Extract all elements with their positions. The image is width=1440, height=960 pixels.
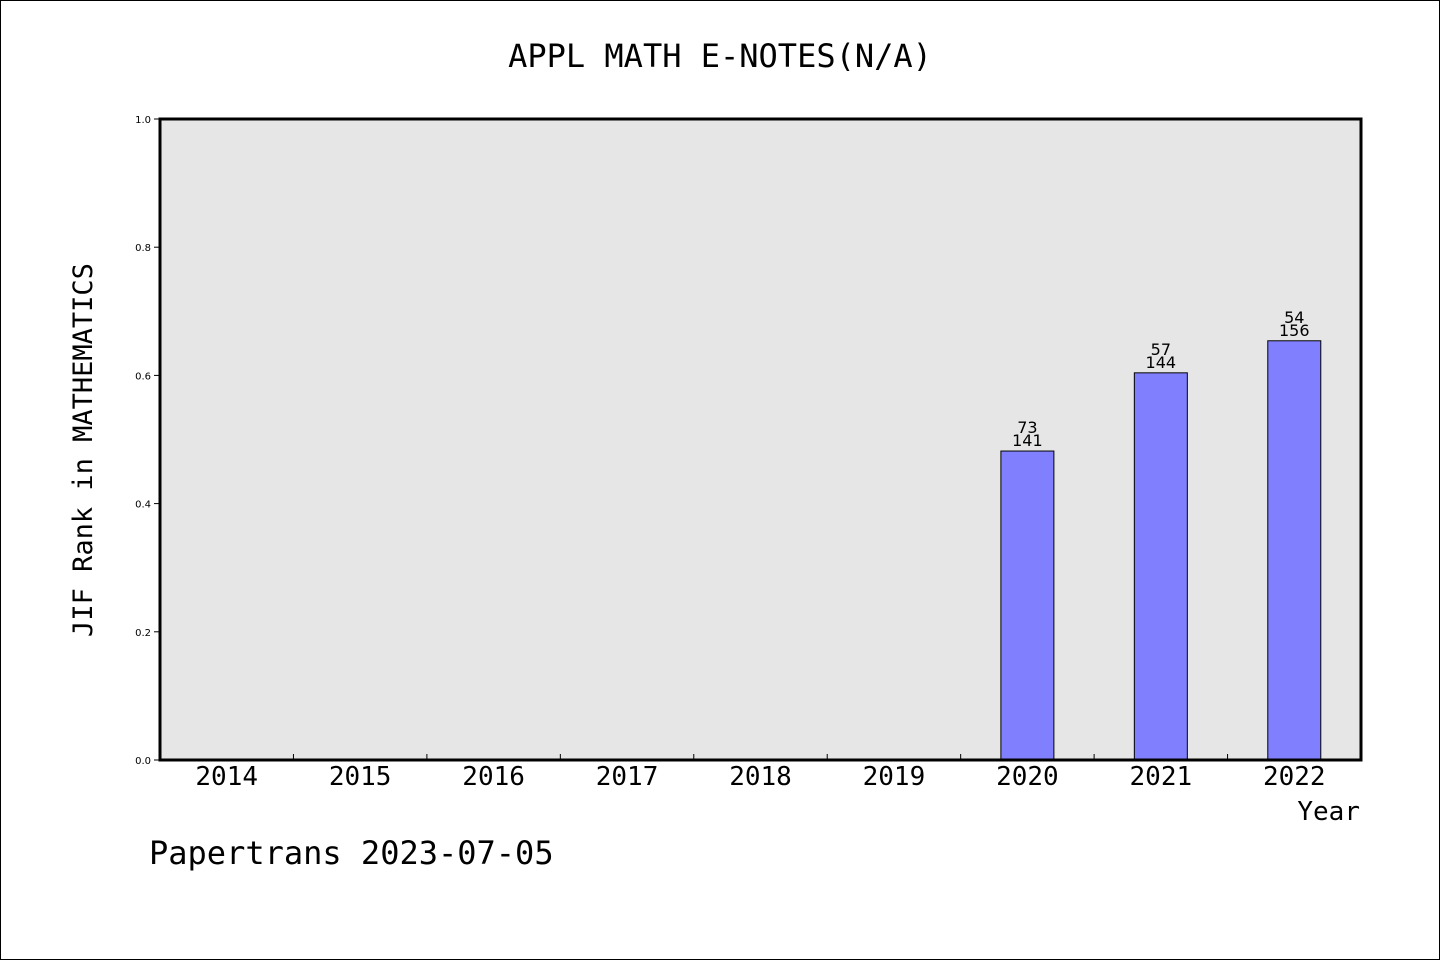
x-axis-label: Year [1297, 797, 1360, 827]
x-tick-label: 2022 [1263, 762, 1326, 792]
y-axis-label: JIF Rank in MATHEMATICS [68, 263, 99, 637]
bar-total-label: 141 [1012, 431, 1043, 450]
source-footer: Papertrans 2023-07-05 [149, 834, 554, 872]
x-tick-label: 2021 [1130, 762, 1193, 792]
bar-2020 [1000, 450, 1055, 761]
bars [1000, 340, 1322, 761]
y-tick-label: 1.0 [135, 115, 151, 126]
bar-rank-label: 57 [1151, 340, 1171, 359]
x-axis-ticks: 2014 2015 2016 2017 2018 2019 2020 2021 2022 [195, 754, 1326, 792]
x-tick-label: 2017 [596, 762, 659, 792]
bar-2021 [1133, 372, 1188, 761]
y-tick-label: 0.4 [135, 500, 151, 511]
x-tick-label: 2020 [996, 762, 1059, 792]
bar-rank-label: 73 [1017, 418, 1037, 437]
bar-2022 [1267, 340, 1322, 761]
y-tick-label: 0.6 [135, 371, 151, 382]
bar-rank-label: 54 [1284, 308, 1304, 327]
x-tick-label: 2016 [462, 762, 525, 792]
y-tick-label: 0.2 [135, 628, 151, 639]
bar-total-label: 156 [1279, 321, 1310, 340]
plot-frame [158, 117, 1363, 762]
y-tick-label: 0.0 [135, 756, 151, 767]
chart-title: APPL MATH E-NOTES(N/A) [508, 37, 932, 75]
bar-total-label: 144 [1146, 353, 1177, 372]
y-tick-label: 0.8 [135, 243, 151, 254]
x-tick-label: 2014 [195, 762, 258, 792]
x-tick-label: 2019 [863, 762, 926, 792]
y-axis-ticks: 0.0 0.2 0.4 0.6 0.8 1.0 [135, 115, 160, 767]
x-tick-label: 2018 [729, 762, 792, 792]
x-tick-label: 2015 [329, 762, 392, 792]
